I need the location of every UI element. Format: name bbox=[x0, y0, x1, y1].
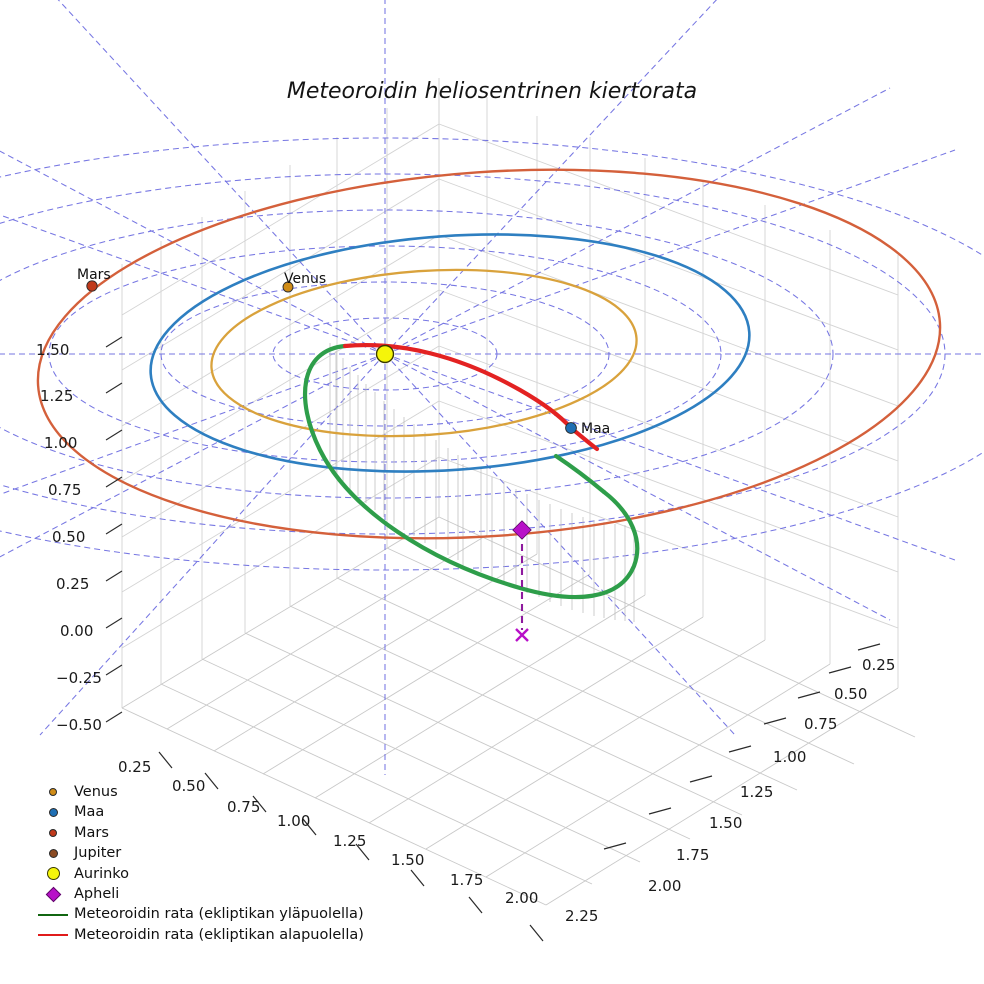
legend-item-orbit-above[interactable]: Meteoroidin rata (ekliptikan yläpuolella… bbox=[32, 904, 372, 924]
legend-item-jupiter[interactable]: Jupiter bbox=[32, 843, 372, 863]
ecliptic-reference-grid bbox=[0, 0, 984, 775]
page-title: Meteoroidin heliosentrinen kiertorata bbox=[287, 79, 697, 104]
meteoroid-orbit-above-ecliptic-b bbox=[553, 453, 607, 495]
aphelion-projection-x-icon bbox=[515, 628, 529, 642]
z-tick-2: 1.00 bbox=[44, 434, 77, 452]
venus-marker-icon bbox=[32, 788, 74, 797]
legend-item-maa[interactable]: Maa bbox=[32, 802, 372, 822]
x-tick-3: 1.00 bbox=[277, 812, 310, 830]
maa-marker bbox=[565, 422, 577, 434]
y-tick-6: 1.75 bbox=[676, 846, 709, 864]
x-tick-4: 1.25 bbox=[333, 832, 366, 850]
mars-orbit bbox=[36, 168, 942, 540]
y-tick-2: 0.75 bbox=[804, 715, 837, 733]
legend-label-orbit-below: Meteoroidin rata (ekliptikan alapuolella… bbox=[74, 926, 364, 943]
legend-item-apheli[interactable]: Apheli bbox=[32, 884, 372, 904]
venus-orbit bbox=[210, 268, 638, 438]
legend-label-apheli: Apheli bbox=[74, 885, 120, 902]
y-tick-5: 1.50 bbox=[709, 814, 742, 832]
earth-orbit bbox=[149, 233, 751, 473]
meteoroid-orbit-above-ecliptic bbox=[302, 343, 640, 600]
aphelion-marker bbox=[512, 520, 532, 540]
x-tick-1: 0.50 bbox=[172, 777, 205, 795]
mars-label: Mars bbox=[77, 267, 111, 283]
z-axis-ticks bbox=[105, 336, 123, 723]
legend-item-mars[interactable]: Mars bbox=[32, 823, 372, 843]
z-tick-7: −0.25 bbox=[56, 669, 102, 687]
pane-grid-floor bbox=[121, 516, 916, 906]
y-tick-7: 2.00 bbox=[648, 877, 681, 895]
z-tick-1: 1.25 bbox=[40, 387, 73, 405]
venus-label: Venus bbox=[284, 271, 326, 287]
x-tick-2: 0.75 bbox=[227, 798, 260, 816]
x-tick-8: 2.25 bbox=[565, 907, 598, 925]
legend-label-jupiter: Jupiter bbox=[74, 845, 122, 862]
legend-label-aurinko: Aurinko bbox=[74, 865, 130, 882]
legend-item-aurinko[interactable]: Aurinko bbox=[32, 864, 372, 884]
red-line-icon bbox=[32, 933, 74, 936]
z-tick-5: 0.25 bbox=[56, 575, 89, 593]
mars-marker bbox=[86, 280, 98, 292]
legend: Venus Maa Mars Jupiter Aurinko bbox=[32, 782, 372, 945]
z-tick-6: 0.00 bbox=[60, 622, 93, 640]
legend-item-venus[interactable]: Venus bbox=[32, 782, 372, 802]
mars-marker-icon bbox=[32, 828, 74, 837]
z-tick-3: 0.75 bbox=[48, 481, 81, 499]
legend-label-orbit-above: Meteoroidin rata (ekliptikan yläpuolella… bbox=[74, 906, 364, 923]
pane-grid-left-wall bbox=[121, 78, 440, 708]
z-tick-0: 1.50 bbox=[36, 341, 69, 359]
legend-item-orbit-below[interactable]: Meteoroidin rata (ekliptikan alapuolella… bbox=[32, 925, 372, 945]
legend-label-mars: Mars bbox=[74, 824, 109, 841]
legend-label-maa: Maa bbox=[74, 804, 105, 821]
pane-grid-right-wall bbox=[438, 78, 899, 688]
y-tick-0: 0.25 bbox=[862, 656, 895, 674]
venus-marker bbox=[282, 281, 294, 293]
x-tick-0: 0.25 bbox=[118, 758, 151, 776]
z-tick-4: 0.50 bbox=[52, 528, 85, 546]
sun-marker-icon bbox=[32, 867, 74, 881]
x-tick-6: 1.75 bbox=[450, 871, 483, 889]
y-axis-ticks bbox=[603, 643, 881, 850]
x-tick-5: 1.50 bbox=[391, 851, 424, 869]
y-tick-3: 1.00 bbox=[773, 748, 806, 766]
maa-marker-icon bbox=[32, 808, 74, 818]
green-line-icon bbox=[32, 913, 74, 916]
sun-marker bbox=[375, 344, 395, 364]
aphelion-marker-icon bbox=[32, 886, 74, 902]
legend-label-venus: Venus bbox=[74, 783, 118, 800]
z-tick-8: −0.50 bbox=[56, 716, 102, 734]
jupiter-marker-icon bbox=[32, 848, 74, 858]
y-tick-4: 1.25 bbox=[740, 783, 773, 801]
y-tick-1: 0.50 bbox=[834, 685, 867, 703]
x-tick-7: 2.00 bbox=[505, 889, 538, 907]
maa-label: Maa bbox=[581, 421, 610, 437]
x-axis-ticks bbox=[158, 751, 544, 942]
